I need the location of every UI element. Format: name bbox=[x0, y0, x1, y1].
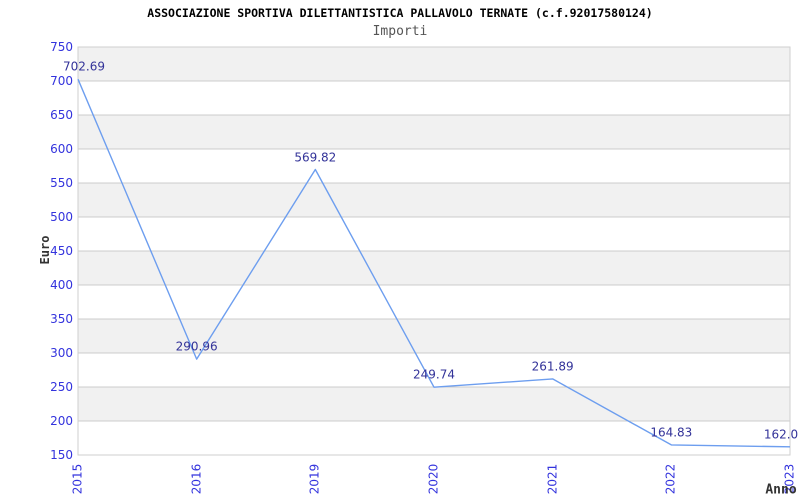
background-band bbox=[78, 47, 790, 81]
x-tick-label: 2022 bbox=[663, 463, 678, 495]
background-band bbox=[78, 183, 790, 217]
background-band bbox=[78, 115, 790, 149]
data-point-label: 569.82 bbox=[294, 150, 337, 165]
plot-border bbox=[77, 46, 791, 456]
x-tick-label: 2016 bbox=[189, 463, 204, 495]
y-tick-label: 500 bbox=[50, 210, 73, 224]
background-band bbox=[78, 81, 790, 115]
y-tick-label: 700 bbox=[50, 74, 73, 88]
y-tick-label: 600 bbox=[50, 142, 73, 156]
data-point-label: 162.0 bbox=[763, 427, 799, 442]
y-tick-label: 150 bbox=[50, 448, 73, 462]
background-band bbox=[78, 251, 790, 285]
background-band bbox=[78, 387, 790, 421]
y-tick-label: 350 bbox=[50, 312, 73, 326]
data-point-label: 702.69 bbox=[63, 59, 105, 74]
chart-title: ASSOCIAZIONE SPORTIVA DILETTANTISTICA PA… bbox=[147, 6, 653, 20]
y-tick-label: 650 bbox=[50, 108, 73, 122]
y-tick-label: 550 bbox=[50, 176, 73, 190]
background-band bbox=[78, 421, 790, 455]
data-point-label: 290.96 bbox=[175, 339, 218, 354]
background-band bbox=[78, 149, 790, 183]
data-point-label: 164.83 bbox=[650, 425, 693, 440]
background-band bbox=[78, 319, 790, 353]
x-tick-label: 2015 bbox=[70, 463, 85, 495]
x-tick-label: 2021 bbox=[545, 463, 560, 495]
y-tick-label: 300 bbox=[50, 346, 73, 360]
x-axis-title: Anno bbox=[765, 482, 797, 498]
y-tick-label: 400 bbox=[50, 278, 73, 292]
y-tick-label: 450 bbox=[50, 244, 73, 258]
x-tick-label: 2019 bbox=[307, 463, 322, 495]
background-band bbox=[78, 217, 790, 251]
data-point-label: 249.74 bbox=[413, 367, 455, 382]
x-tick-label: 2020 bbox=[426, 463, 441, 495]
background-band bbox=[78, 285, 790, 319]
y-tick-label: 250 bbox=[50, 380, 73, 394]
series-line bbox=[77, 78, 791, 448]
y-axis-title: Euro bbox=[38, 235, 52, 265]
data-point-label: 261.89 bbox=[531, 359, 574, 374]
chart-subtitle: Importi bbox=[372, 24, 428, 39]
y-tick-label: 750 bbox=[50, 40, 73, 54]
y-tick-label: 200 bbox=[50, 414, 73, 428]
